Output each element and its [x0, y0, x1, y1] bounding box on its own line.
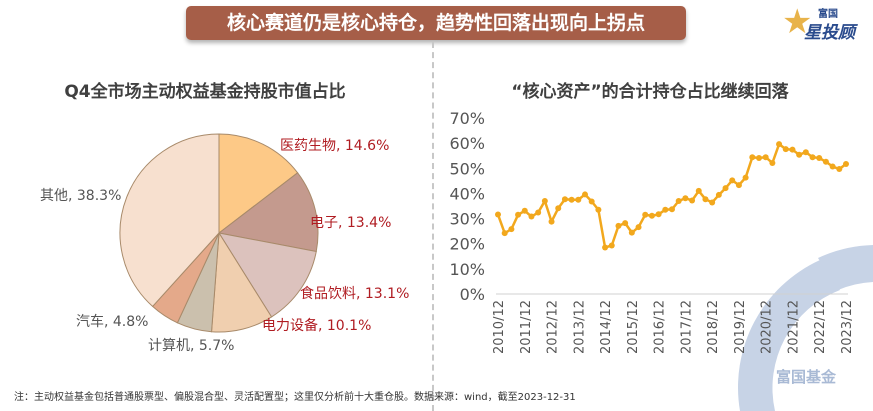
line-point	[789, 146, 796, 153]
x-tick-label: 2018/12	[706, 300, 721, 354]
line-point	[822, 158, 829, 165]
x-tick-label: 2017/12	[679, 300, 694, 354]
line-point	[756, 154, 762, 161]
line-point	[843, 161, 849, 168]
x-tick-label: 2014/12	[599, 300, 614, 354]
line-point	[776, 141, 783, 148]
line-point	[695, 187, 702, 194]
x-tick-label: 2019/12	[733, 300, 748, 354]
y-tick-label: 40%	[449, 184, 485, 203]
line-chart-title: “核心资产”的合计持仓占比继续回落	[511, 82, 789, 102]
line-point	[655, 211, 662, 218]
line-point	[628, 229, 635, 236]
line-point	[642, 211, 649, 218]
line-point	[615, 222, 622, 229]
line-point	[715, 191, 722, 198]
pie-label-6: 其他, 38.3%	[40, 188, 121, 204]
x-tick-label: 2015/12	[626, 300, 641, 354]
line-point	[508, 226, 515, 233]
line-point	[669, 206, 675, 213]
y-tick-label: 10%	[449, 260, 485, 279]
pie-label-5: 汽车, 4.8%	[76, 313, 148, 330]
star-icon: ★	[782, 2, 813, 42]
line-point	[742, 174, 749, 181]
watermark-text: 富国基金	[776, 368, 837, 386]
line-point	[555, 205, 562, 212]
logo-text-main: 星投顾	[804, 23, 855, 43]
line-point	[769, 160, 776, 167]
line-point	[816, 154, 823, 161]
line-point	[782, 146, 789, 153]
pie-label-0: 医药生物, 14.6%	[280, 138, 389, 154]
pie-label-1: 电子, 13.4%	[310, 215, 391, 231]
y-tick-label: 20%	[449, 235, 485, 254]
line-point	[662, 206, 669, 213]
x-tick-label: 2011/12	[519, 300, 534, 354]
line-point	[682, 195, 689, 202]
line-point	[608, 242, 615, 249]
footnote: 注：主动权益基金包括普通股票型、偏股混合型、灵活配置型；这里仅分析前十大重仓股。…	[14, 392, 576, 403]
line-point	[568, 196, 575, 203]
line-point	[622, 220, 629, 227]
x-tick-label: 2012/12	[546, 300, 561, 354]
line-point	[749, 154, 756, 161]
line-point	[575, 196, 582, 203]
line-point	[515, 211, 522, 218]
x-tick-label: 2021/12	[786, 300, 801, 354]
y-tick-label: 50%	[449, 159, 485, 178]
y-tick-label: 70%	[449, 109, 485, 128]
x-tick-label: 2020/12	[760, 300, 775, 354]
page-title-banner: 核心赛道仍是核心持仓，趋势性回落出现向上拐点	[186, 6, 686, 40]
pie-label-4: 计算机, 5.7%	[148, 338, 234, 354]
line-point	[495, 211, 501, 218]
line-point	[836, 166, 843, 173]
line-point	[501, 230, 508, 237]
line-point	[796, 151, 803, 158]
line-point	[735, 182, 742, 189]
pie-slice-0	[218, 133, 299, 235]
pie-slice-6	[119, 133, 220, 308]
line-point	[541, 197, 548, 204]
brand-logo: ★ 富国 星投顾	[782, 2, 870, 43]
line-point	[528, 213, 535, 220]
x-tick-label: 2016/12	[653, 300, 668, 354]
line-point	[588, 198, 595, 205]
x-tick-label: 2022/12	[813, 300, 828, 354]
line-point	[561, 196, 568, 203]
pie-slice-2	[217, 232, 317, 318]
line-series	[496, 142, 847, 250]
pie-chart-title: Q4全市场主动权益基金持股市值占比	[64, 82, 346, 102]
x-tick-label: 2013/12	[572, 300, 587, 354]
pie-label-3: 电力设备, 10.1%	[262, 317, 371, 334]
line-point	[635, 224, 642, 231]
logo-text-top: 富国	[818, 9, 838, 20]
line-point	[722, 185, 729, 192]
line-point	[689, 197, 696, 204]
x-tick-label: 2023/12	[840, 300, 855, 354]
pie-slice-1	[217, 172, 319, 253]
line-point	[809, 154, 816, 161]
y-tick-label: 60%	[449, 134, 485, 153]
section-divider	[432, 42, 434, 411]
line-point	[702, 196, 709, 203]
line-point	[762, 154, 769, 161]
line-point	[548, 218, 555, 225]
line-point	[829, 163, 836, 170]
line-point	[582, 191, 588, 198]
line-point	[675, 197, 682, 204]
line-point	[521, 207, 528, 214]
line-point	[709, 199, 716, 206]
line-point	[648, 212, 655, 219]
x-tick-label: 2010/12	[492, 300, 507, 354]
line-point	[729, 177, 736, 184]
line-point	[602, 244, 609, 251]
line-point	[802, 149, 809, 156]
line-point	[535, 209, 542, 216]
y-tick-label: 30%	[449, 210, 485, 229]
pie-label-2: 食品饮料, 13.1%	[300, 285, 409, 302]
line-point	[595, 206, 602, 213]
y-tick-label: 0%	[460, 285, 485, 304]
